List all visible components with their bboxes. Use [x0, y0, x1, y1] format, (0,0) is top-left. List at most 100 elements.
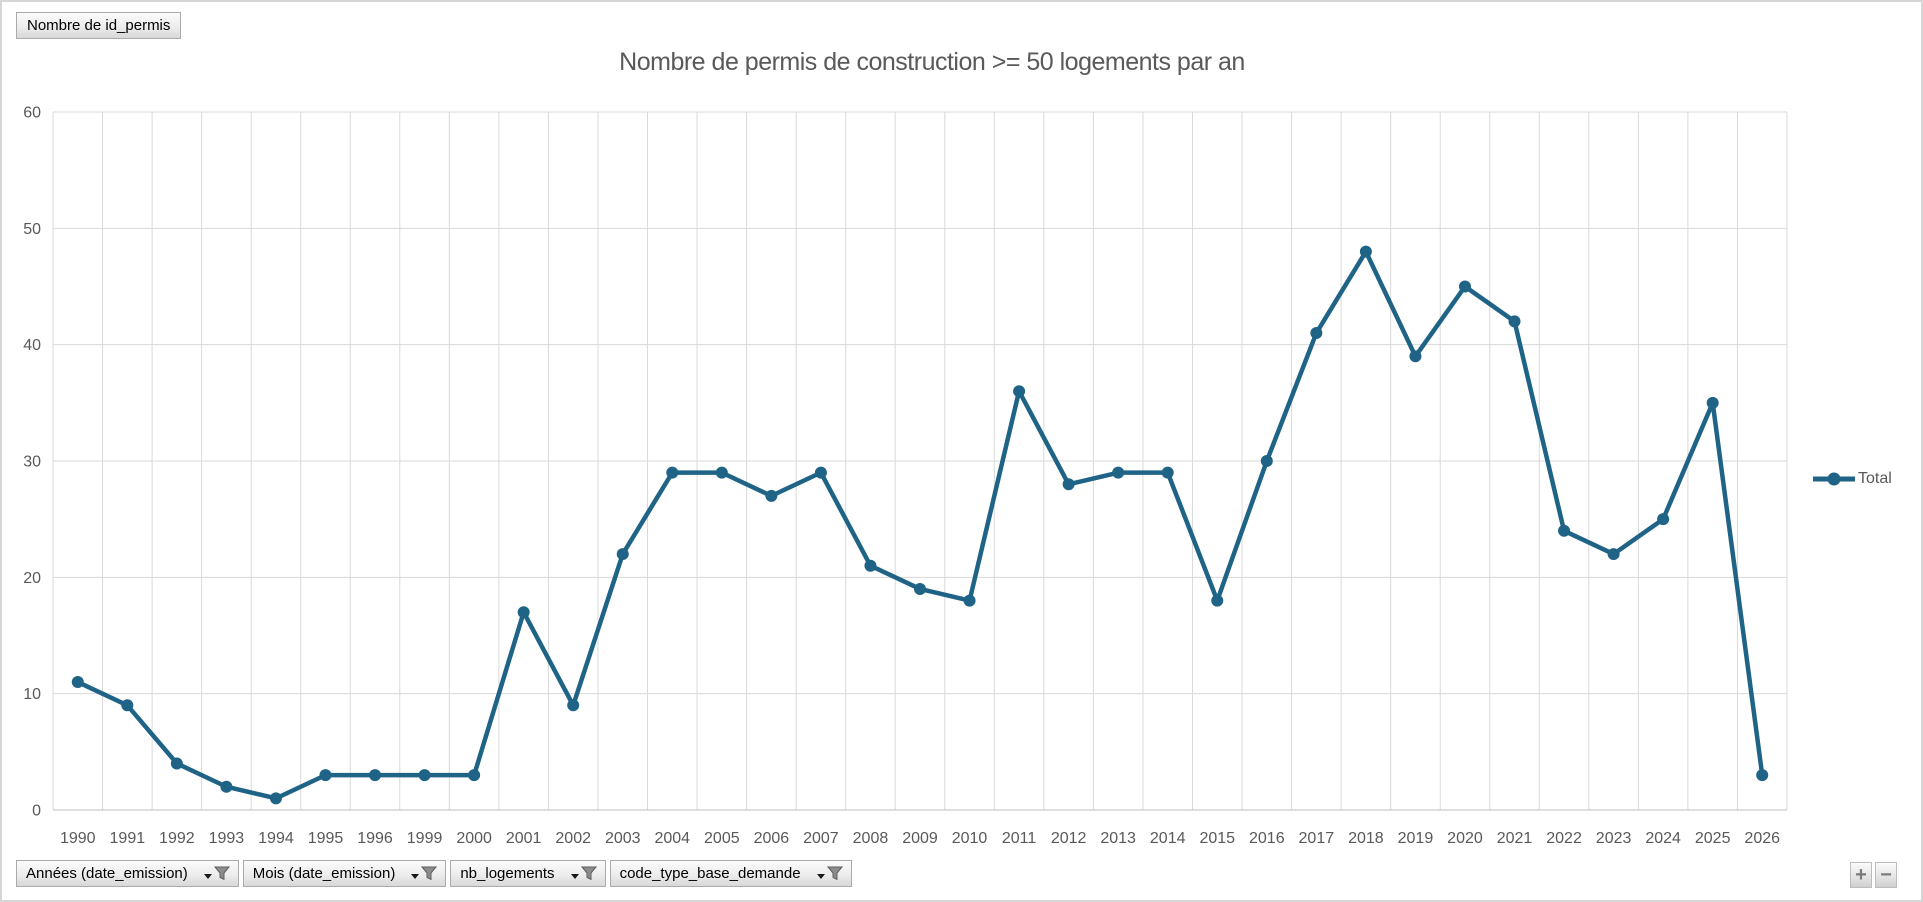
drill-buttons: + −: [1850, 862, 1897, 888]
x-tick-label: 2009: [902, 830, 938, 847]
data-point[interactable]: [1211, 594, 1224, 607]
x-tick-label: 1994: [258, 830, 294, 847]
data-point[interactable]: [814, 466, 827, 479]
field-button-label: Mois (date_emission): [252, 865, 396, 882]
legend-label: Total: [1858, 470, 1892, 487]
data-point[interactable]: [1359, 245, 1372, 258]
field-button-annees-date-emission[interactable]: Années (date_emission): [16, 860, 239, 887]
data-point[interactable]: [1607, 548, 1620, 561]
axis-field-button-row: Années (date_emission) Mois (date_emissi…: [16, 860, 852, 887]
x-tick-label: 1996: [357, 830, 393, 847]
chart-title: Nombre de permis de construction >= 50 l…: [619, 48, 1245, 76]
x-tick-label: 2016: [1249, 830, 1285, 847]
data-point[interactable]: [1558, 524, 1571, 537]
filter-funnel-icon: [421, 866, 438, 881]
data-point[interactable]: [1756, 769, 1769, 782]
x-tick-label: 1999: [407, 830, 443, 847]
data-point[interactable]: [319, 769, 332, 782]
x-tick-label: 2017: [1299, 830, 1335, 847]
expand-field-button[interactable]: +: [1850, 862, 1872, 888]
x-tick-label: 1995: [308, 830, 344, 847]
data-line[interactable]: [75, 249, 1765, 801]
x-tick-label: 2008: [853, 830, 889, 847]
x-tick-label: 2013: [1100, 830, 1136, 847]
x-axis-tick-labels: 1990 1991 1992 1993 1994 1995 1996 1999 2000 2001…: [60, 830, 1780, 847]
data-point[interactable]: [567, 699, 580, 712]
field-button-nb-logements[interactable]: nb_logements: [450, 860, 606, 887]
x-tick-label: 2001: [506, 830, 542, 847]
data-point[interactable]: [963, 594, 976, 607]
x-tick-label: 1990: [60, 830, 96, 847]
data-point[interactable]: [1161, 466, 1174, 479]
filter-funnel-icon: [213, 866, 230, 881]
y-tick-label: 40: [23, 337, 41, 354]
x-tick-label: 2000: [456, 830, 492, 847]
data-point[interactable]: [418, 769, 431, 782]
field-button-code-type-base-demande[interactable]: code_type_base_demande: [609, 860, 852, 887]
data-point[interactable]: [1310, 327, 1323, 340]
x-tick-label: 1993: [209, 830, 245, 847]
x-tick-label: 2026: [1744, 830, 1780, 847]
y-tick-label: 60: [23, 105, 41, 122]
data-point[interactable]: [1013, 385, 1026, 398]
data-point[interactable]: [369, 769, 382, 782]
data-point[interactable]: [71, 676, 84, 689]
y-tick-label: 10: [23, 686, 41, 703]
field-button-label: nb_logements: [460, 865, 555, 882]
y-tick-label: 30: [23, 454, 41, 471]
data-point[interactable]: [914, 582, 926, 595]
collapse-field-button[interactable]: −: [1875, 862, 1897, 888]
data-point[interactable]: [1112, 466, 1125, 479]
dropdown-arrow-icon: [203, 874, 212, 879]
x-tick-label: 2018: [1348, 830, 1384, 847]
data-point[interactable]: [220, 780, 233, 793]
x-tick-label: 2011: [1002, 830, 1037, 847]
data-point[interactable]: [715, 466, 728, 479]
data-point[interactable]: [170, 757, 183, 770]
field-button-label: code_type_base_demande: [619, 865, 801, 882]
data-point[interactable]: [468, 769, 481, 782]
dropdown-arrow-icon: [411, 874, 420, 879]
x-tick-label: 2002: [555, 830, 591, 847]
x-tick-label: 2020: [1447, 830, 1483, 847]
data-point[interactable]: [616, 548, 629, 561]
x-tick-label: 2022: [1546, 830, 1582, 847]
y-tick-label: 20: [23, 570, 41, 587]
x-tick-label: 2019: [1398, 830, 1434, 847]
field-button-mois-date-emission[interactable]: Mois (date_emission): [242, 860, 447, 887]
x-tick-label: 2005: [704, 830, 740, 847]
x-tick-label: 2014: [1150, 830, 1186, 847]
field-filter-controls: [411, 866, 438, 881]
dropdown-arrow-icon: [816, 874, 825, 879]
data-point[interactable]: [666, 466, 679, 479]
data-point[interactable]: [1508, 315, 1521, 328]
chart-legend[interactable]: Total: [1812, 470, 1892, 488]
gridlines: [52, 111, 1788, 811]
data-point[interactable]: [864, 559, 877, 572]
x-tick-label: 2007: [803, 830, 839, 847]
data-point[interactable]: [121, 699, 134, 712]
x-tick-label: 1991: [110, 830, 146, 847]
legend-line-marker-icon: [1813, 472, 1855, 486]
data-point[interactable]: [1706, 396, 1719, 409]
data-point[interactable]: [765, 489, 778, 502]
filter-funnel-icon: [826, 866, 843, 881]
x-tick-label: 2025: [1695, 830, 1731, 847]
data-point[interactable]: [1458, 280, 1471, 293]
series-total[interactable]: [71, 245, 1769, 805]
data-point[interactable]: [269, 792, 282, 805]
x-tick-label: 2004: [654, 830, 690, 847]
x-tick-label: 2015: [1199, 830, 1235, 847]
x-tick-label: 2006: [754, 830, 790, 847]
data-point[interactable]: [1409, 350, 1422, 363]
value-field-button[interactable]: Nombre de id_permis: [16, 12, 182, 39]
data-point[interactable]: [1260, 455, 1273, 467]
data-point[interactable]: [1062, 478, 1075, 491]
data-point[interactable]: [517, 606, 530, 619]
value-field-button-label: Nombre de id_permis: [27, 17, 171, 34]
data-point[interactable]: [1657, 513, 1670, 526]
filter-funnel-icon: [580, 866, 597, 881]
field-filter-controls: [570, 866, 597, 881]
